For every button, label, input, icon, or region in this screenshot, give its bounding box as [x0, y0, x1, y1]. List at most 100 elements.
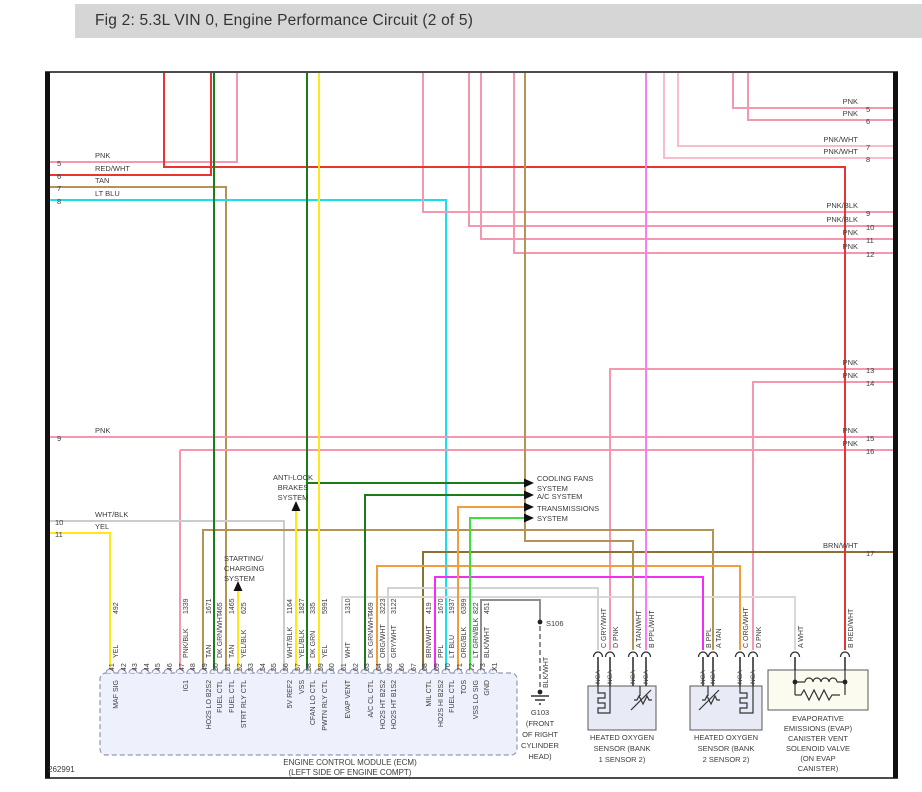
label: (FRONT — [526, 719, 555, 728]
left-edge-connector-bar — [45, 72, 50, 778]
ecm-pin-scallop — [186, 668, 196, 674]
ecm-wire-circuit: 469 — [368, 602, 375, 614]
label: 9 — [866, 209, 870, 218]
label: 6 — [57, 172, 61, 181]
ecm-pin-scallop — [279, 668, 289, 674]
ecm-pin-label: IG1 — [183, 680, 190, 691]
wire-pnk-right11 — [480, 73, 893, 240]
ecm-pin-label: PWTN RLY CTL — [322, 680, 329, 731]
wire-wht-evap-vent — [341, 596, 796, 673]
ecm-pin-number: 66 — [399, 663, 406, 671]
label: G103 — [531, 708, 549, 717]
ecm-pin-label: 5V REF2 — [287, 680, 294, 709]
ecm-pin-label: HO2S HT B1S2 — [391, 680, 398, 729]
ho2s1-heater-symbol — [597, 686, 611, 714]
terminal-arc — [734, 651, 746, 658]
ecm-pin-scallop — [175, 668, 185, 674]
label: SENSOR (BANK — [698, 744, 755, 753]
label: OF RIGHT — [522, 730, 558, 739]
ecm-pin-scallop — [140, 668, 150, 674]
ecm-wire-color: BRN/WHT — [426, 625, 433, 658]
arrow-cooling-fans — [524, 478, 534, 488]
ecm-pin-scallop — [105, 668, 115, 674]
label: PNK — [843, 97, 858, 106]
ecm-pin-number: 54 — [260, 663, 267, 671]
ecm-pin-label: HO2S LO B2S2 — [206, 680, 213, 730]
terminal-arc — [789, 651, 801, 658]
label: COOLING FANS — [537, 474, 593, 483]
ecm-pin-number: 41 — [109, 663, 116, 671]
ecm-pin-scallop — [291, 668, 301, 674]
junction-dot — [537, 689, 543, 695]
ecm-wire-color: WHT — [345, 641, 352, 658]
ho2s1-sensor-symbol — [630, 686, 652, 711]
ecm-pin-scallop — [256, 668, 266, 674]
ecm-pin-scallop — [337, 668, 347, 674]
ecm-pin-scallop — [395, 668, 405, 674]
label: HEATED OXYGEN — [694, 733, 758, 742]
ecm-wire-circuit: 492 — [113, 602, 120, 614]
terminal-wire-label: A WHT — [798, 625, 805, 648]
label: PNK — [843, 358, 858, 367]
ecm-pin-label: VSS LO SIG — [473, 680, 480, 719]
ecm-pin-scallop — [476, 668, 486, 674]
terminal-nca-label: NCA — [737, 670, 744, 684]
ecm-wire-circuit: 3122 — [391, 598, 398, 614]
ecm-pin-number: 60 — [329, 663, 336, 671]
label: PNK — [843, 242, 858, 251]
label: SENSOR (BANK — [594, 744, 651, 753]
ecm-pin-number: 62 — [353, 663, 360, 671]
ecm-wire-circuit: 1164 — [287, 599, 294, 614]
label: 262991 — [48, 765, 75, 774]
label: EMISSIONS (EVAP) — [784, 724, 853, 733]
ecm-wire-color: YEL — [113, 645, 120, 658]
label: SYSTEM — [537, 484, 568, 493]
ecm-pin-label: VSS — [299, 680, 306, 694]
ecm-wire-circuit: 451 — [484, 602, 491, 614]
label: RED/WHT — [95, 164, 130, 173]
ecm-pin-scallop — [244, 668, 254, 674]
terminal-nca-label: NCA — [630, 670, 637, 684]
ecm-pin-number: 72 — [469, 663, 476, 671]
label: 2 SENSOR 2) — [703, 755, 750, 764]
figure-title: Fig 2: 5.3L VIN 0, Engine Performance Ci… — [95, 12, 474, 29]
ho2s-bank2-box — [689, 685, 763, 731]
ecm-wire-color: ORG/WHT — [380, 623, 387, 658]
ecm-wire-circuit: 1671 — [206, 598, 213, 614]
ecm-wire-circuit: 1465 — [229, 598, 236, 614]
label: SYSTEM — [278, 493, 309, 502]
ecm-pin-scallop — [198, 668, 208, 674]
ecm-pin-scallop — [117, 668, 127, 674]
wire-tan-left7-fuelctl — [50, 186, 227, 673]
junction-dot — [842, 679, 848, 685]
ecm-wire-circuit: 1937 — [449, 598, 456, 614]
terminal-wire-label: D PNK — [613, 626, 620, 648]
ecm-pin-number: 59 — [318, 663, 325, 671]
ecm-pin-number: 67 — [411, 663, 418, 671]
terminal-arc — [747, 651, 759, 658]
arrow-starting-charging — [233, 581, 243, 591]
wire-pnk-left5 — [50, 73, 238, 163]
wire-pnk-right12 — [513, 73, 893, 254]
label: PNK/BLK — [826, 201, 858, 210]
terminal-nca-label: NCA — [643, 670, 650, 684]
ecm-wire-color: WHT/BLK — [287, 627, 294, 658]
label: LT BLU — [95, 189, 120, 198]
ecm-pin-scallop — [233, 668, 243, 674]
wire-tanwht-ho2s1-a — [524, 73, 634, 650]
ecm-pin-scallop — [209, 668, 219, 674]
label: PNK — [843, 439, 858, 448]
ecm-pin-label: A/C CL CTL — [368, 680, 375, 718]
arrow-transmissions-2 — [524, 513, 534, 523]
label: PNK — [843, 109, 858, 118]
label: SYSTEM — [224, 574, 255, 583]
wire-pnkwht-right7 — [677, 73, 893, 147]
ecm-pin-number: 43 — [132, 663, 139, 671]
label: PNK — [843, 228, 858, 237]
ecm-pin-number: 69 — [434, 663, 441, 671]
ecm-wire-color: ORG/BLK — [461, 627, 468, 658]
wire-yel-left11-maf — [50, 532, 111, 673]
ecm-pin-number: 52 — [237, 663, 244, 671]
wire-pnkblk-right10 — [468, 73, 893, 227]
